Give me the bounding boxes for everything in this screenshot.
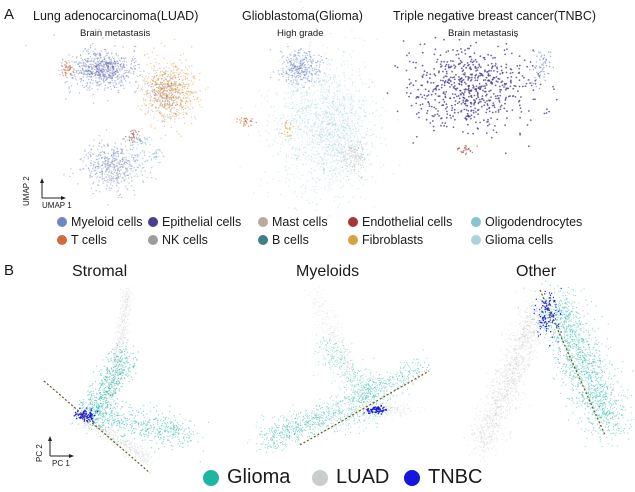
pca-title-stromal: Stromal [72,263,128,280]
point-cloud [143,148,165,164]
point-streak [247,387,390,452]
legend-item-t-cells: T cells [57,233,107,247]
point-cloud [278,119,294,140]
umap-subtitle-luad: Brain metastasis [80,28,151,39]
panel-a-letter: A [4,6,15,23]
legend-item-glioma-cells: Glioma cells [471,233,553,247]
separator-line [299,370,430,446]
pc-axis-y-label: PC 2 [35,444,44,462]
point-cloud [341,136,372,179]
pca-title-myeloids: Myeloids [296,263,360,280]
point-cloud [269,45,331,91]
legend-item-luad: LUAD [312,466,389,489]
point-cloud [239,1,413,230]
umap-title-tnbc: Triple negative breast cancer(TNBC) [393,9,597,23]
umap-plot-glioma [236,1,413,230]
point-cloud [533,287,562,347]
pca-title-other: Other [516,263,557,280]
point-cloud [126,133,153,149]
pca-plot-other [463,280,635,462]
legend-item-tnbc: TNBC [404,466,482,489]
umap-axis-x-label: UMAP 1 [42,201,72,210]
pc-axis-x-label: PC 1 [52,459,70,468]
legend-dot-icon [258,217,268,227]
point-cloud [306,76,376,204]
point-cloud [73,407,99,423]
legend-item-nk-cells: NK cells [148,233,208,247]
pca-plot-myeloids [247,286,431,454]
point-cloud [236,117,257,127]
point-cloud [457,145,478,156]
point-cloud [386,34,558,155]
umap-plot-tnbc [386,34,558,156]
legend-dot-icon [404,469,420,486]
point-cloud [527,50,554,90]
legend-dot-icon [471,217,481,227]
point-cloud [25,28,174,104]
point-cloud [60,58,75,79]
point-streak [72,339,139,426]
legend-dot-icon [203,469,219,486]
point-streak [304,286,374,411]
umap-subtitle-tnbc: Brain metastasis [448,28,519,39]
legend-dot-icon [57,217,67,227]
legend-dot-icon [57,235,67,245]
legend-dot-icon [312,469,328,486]
separator-line [539,289,606,436]
umap-plot-luad [25,28,209,206]
umap-title-luad: Lung adenocarcinoma(LUAD) [33,9,199,23]
pca-plot-stromal [43,286,209,474]
separator-line [43,380,151,474]
point-streak [70,391,209,463]
legend-dot-icon [148,217,158,227]
legend-dot-icon [258,235,268,245]
point-cloud [128,38,209,140]
legend-item-glioma: Glioma [203,466,290,489]
pc-axis-indicator [48,436,74,458]
umap-axis-indicator [40,178,66,200]
point-cloud [89,152,137,189]
point-streak [100,286,135,409]
legend-item-endothelial: Endothelial cells [348,215,452,229]
umap-title-glioma: Glioblastoma(Glioma) [242,9,363,23]
legend-item-oligodendrocytes: Oligodendrocytes [471,215,582,229]
point-cloud [125,129,141,144]
legend-dot-icon [148,235,158,245]
legend-dot-icon [348,235,358,245]
legend-item-b-cells: B cells [258,233,309,247]
legend-item-myeloid: Myeloid cells [57,215,143,229]
point-cloud [140,72,197,118]
legend-item-fibroblasts: Fibroblasts [348,233,423,247]
point-cloud [67,49,142,89]
point-streak [463,284,557,462]
umap-subtitle-glioma: High grade [277,28,324,39]
umap-axis-y-label: UMAP 2 [22,176,31,206]
point-cloud [135,58,188,123]
legend-item-epithelial: Epithelial cells [148,215,241,229]
panel-b-letter: B [4,262,15,279]
legend-dot-icon [471,235,481,245]
legend-item-mast: Mast cells [258,215,328,229]
legend-dot-icon [348,217,358,227]
point-cloud [363,404,387,415]
point-streak [313,332,396,424]
